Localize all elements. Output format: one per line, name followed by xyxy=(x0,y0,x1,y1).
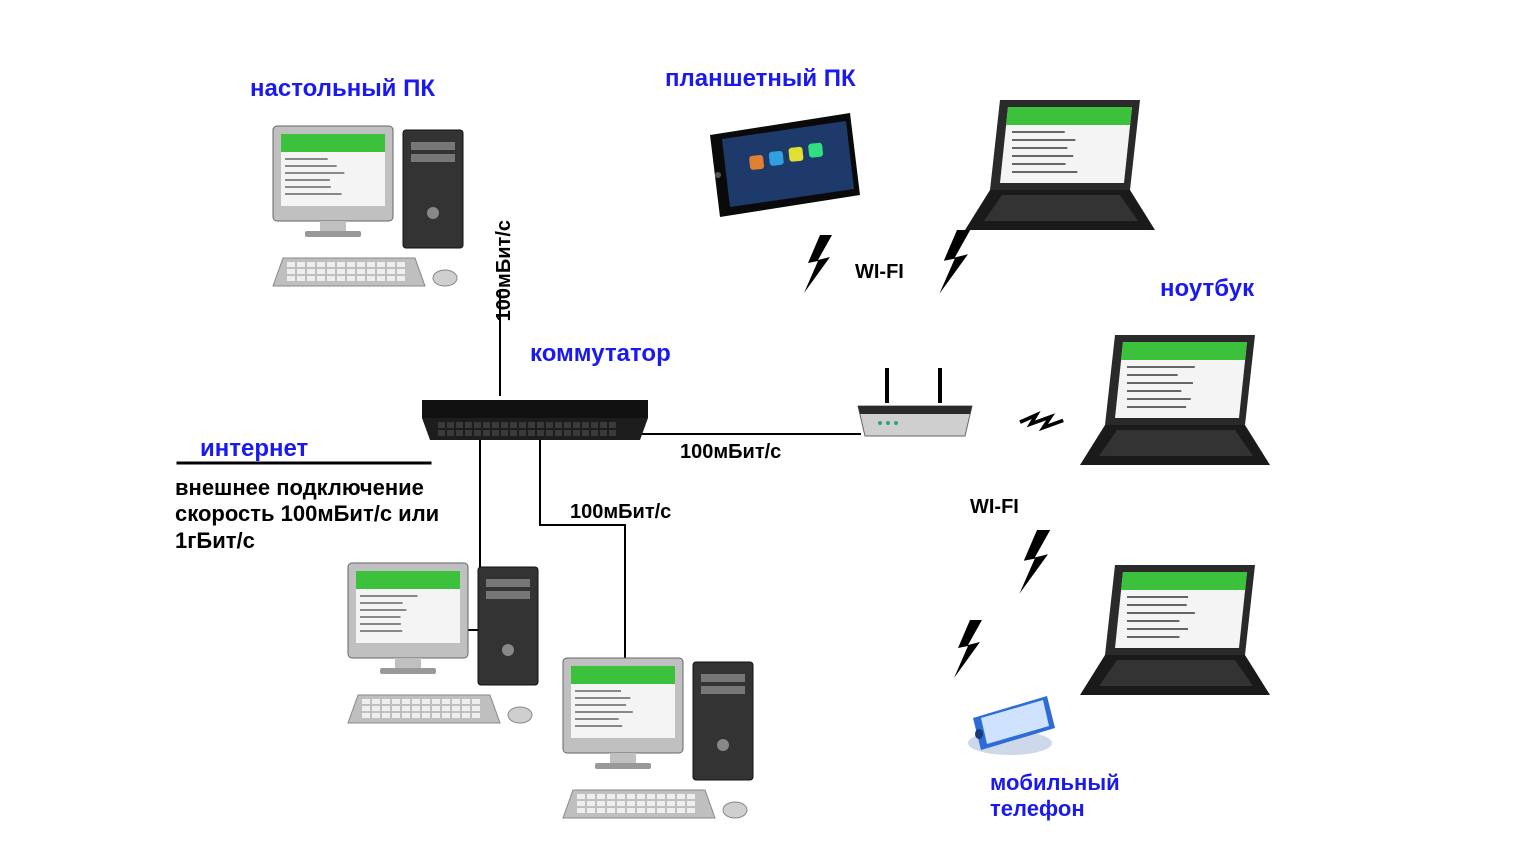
network-diagram: настольный ПК планшетный ПК ноутбук комм… xyxy=(0,0,1540,864)
wifi-bolt-layer xyxy=(0,0,1540,864)
